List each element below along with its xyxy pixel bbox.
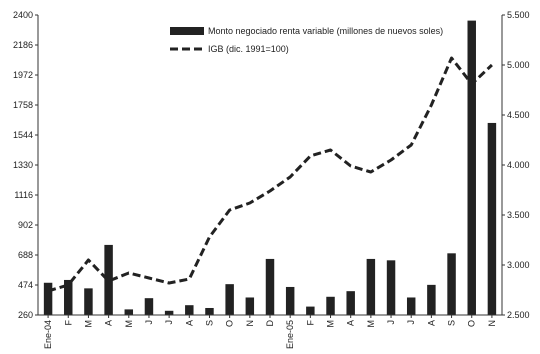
x-tick-label: M [83,320,93,328]
left-tick-label: 1972 [13,70,33,80]
bar [285,286,295,315]
left-tick-label: 474 [18,280,33,290]
bar [406,297,416,315]
x-tick-label: M [124,320,134,328]
bar [306,306,315,315]
bar [43,282,53,315]
bar [366,258,376,315]
plot-area [43,20,497,316]
right-tick-label: 3.000 [507,260,530,270]
x-tick-label: J [386,320,396,325]
x-tick-label: Ene-05 [285,320,295,349]
x-tick-label: M [326,320,336,328]
left-tick-label: 688 [18,250,33,260]
bar [245,297,255,315]
bar [346,291,355,315]
x-tick-label: J [164,320,174,325]
right-tick-label: 3.500 [507,210,530,220]
right-tick-label: 5.500 [507,10,530,20]
legend-bar-label: Monto negociado renta variable (millones… [208,26,443,36]
legend-bar-swatch [170,27,204,35]
bar [386,260,396,315]
legend: Monto negociado renta variable (millones… [170,26,443,54]
bar [64,279,73,315]
bar [265,258,275,315]
bar [144,298,154,315]
left-tick-label: 1116 [14,190,33,200]
x-tick-label: F [305,320,315,326]
x-axis: Ene-04 F M A M J J A S O N D Ene-05 F M A M J J A S O N [38,314,502,349]
x-tick-label: S [447,320,457,326]
right-tick-label: 2.500 [507,310,530,320]
left-tick-label: 2400 [13,10,33,20]
x-tick-label: Ene-04 [43,320,53,349]
bar [205,307,214,315]
x-tick-label: A [184,320,194,326]
bar [164,310,174,315]
x-tick-label: O [467,320,477,327]
right-tick-label: 4.000 [507,160,530,170]
bar [326,296,335,315]
x-tick-label: D [265,320,275,327]
x-tick-label: N [487,320,497,327]
legend-line-label: IGB (dic. 1991=100) [208,44,289,54]
x-tick-label: S [204,320,214,326]
x-tick-label: A [426,320,436,326]
left-tick-label: 2186 [13,40,33,50]
left-tick-label: 902 [18,220,33,230]
x-tick-label: J [144,320,154,325]
x-tick-label: A [346,320,356,326]
bar [104,244,113,315]
x-tick-label: N [245,320,255,327]
bar [487,122,497,315]
igb-line [47,56,493,293]
bar [84,288,93,315]
bar [467,20,476,316]
left-tick-label: 1544 [13,130,33,140]
left-tick-label: 1330 [13,160,33,170]
bar [447,253,456,315]
bar [124,309,134,315]
bar [225,284,234,315]
bar [185,305,194,315]
left-tick-label: 260 [18,310,33,320]
x-tick-label: A [104,320,114,326]
x-tick-label: M [366,320,376,328]
x-tick-label: O [225,320,235,327]
x-tick-label: J [406,320,416,325]
bar [427,284,436,315]
right-tick-label: 4.500 [507,110,530,120]
left-axis: 260 474 688 902 1116 1330 1544 1758 1972 2186 2400 [13,10,39,320]
x-tick-label: F [63,320,73,326]
right-axis: 2.500 3.000 3.500 4.000 4.500 5.000 5.500 [501,10,530,320]
right-tick-label: 5.000 [507,60,530,70]
left-tick-label: 1758 [13,100,33,110]
